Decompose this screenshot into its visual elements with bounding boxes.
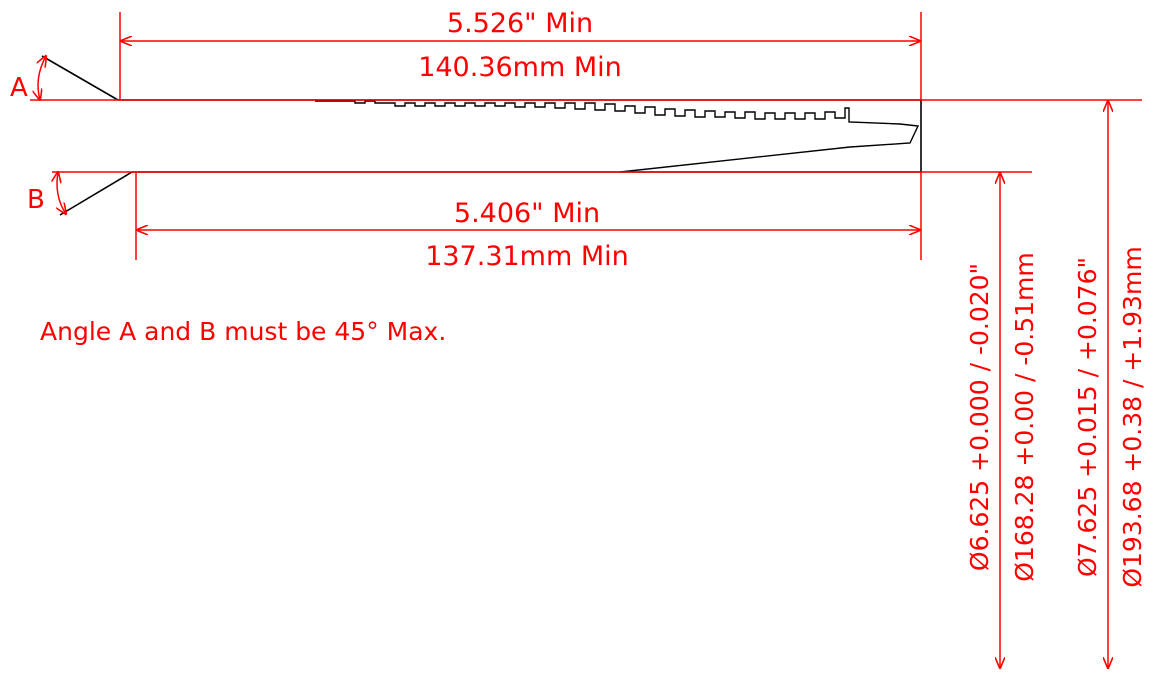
angle-a-arc — [38, 56, 46, 100]
outer-diameter-mm-label: Ø193.68 +0.38 / +1.93mm — [1118, 246, 1147, 587]
inner-diameter-mm-label: Ø168.28 +0.00 / -0.51mm — [1010, 252, 1039, 581]
outer-diameter-inch-label: Ø7.625 +0.015 / +0.076" — [1073, 257, 1102, 577]
angle-a-label: A — [10, 73, 28, 103]
bevel-a-line — [41, 55, 119, 101]
top-length-inch-label: 5.526" Min — [447, 8, 593, 39]
inner-diameter-inch-label: Ø6.625 +0.000 / -0.020" — [965, 263, 994, 571]
dimension-labels: 5.526" Min 140.36mm Min 5.406" Min 137.3… — [10, 8, 1147, 588]
bevel-b-line — [59, 171, 133, 216]
angle-b-arc — [57, 172, 66, 214]
thread-profile — [315, 100, 920, 173]
angle-b-label: B — [27, 185, 45, 215]
dimension-lines — [30, 12, 1142, 668]
angle-note: Angle A and B must be 45° Max. — [40, 317, 446, 346]
bottom-length-mm-label: 137.31mm Min — [425, 241, 629, 272]
top-length-mm-label: 140.36mm Min — [418, 52, 622, 83]
bottom-length-inch-label: 5.406" Min — [454, 198, 600, 229]
